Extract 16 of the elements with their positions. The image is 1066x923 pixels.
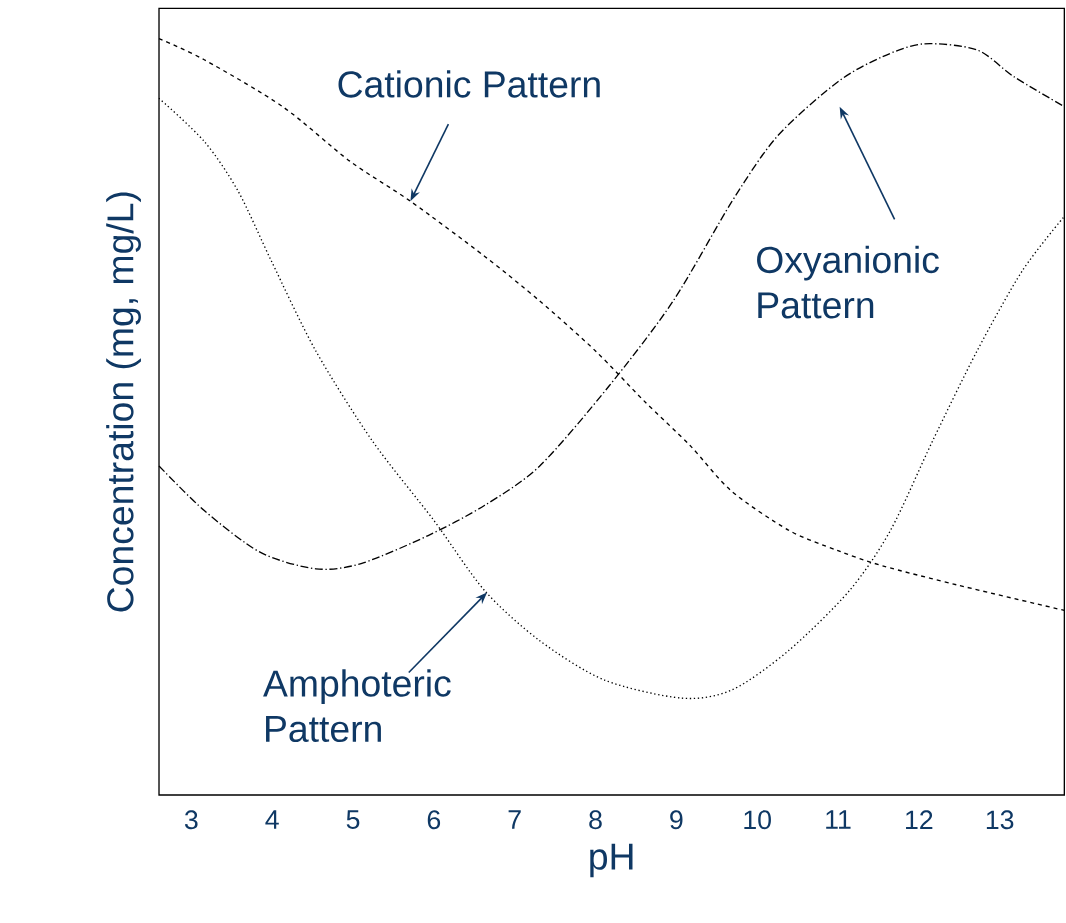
- x-tick-label: 10: [744, 810, 771, 830]
- x-tick-label: 7: [508, 810, 521, 829]
- x-tick-label: 8: [589, 810, 602, 830]
- y-axis-title: Concentration (mg, mg/L): [106, 192, 141, 612]
- x-tick-label: 6: [427, 810, 441, 830]
- annotation: Cationic Pattern: [338, 70, 600, 98]
- x-tick-label: 3: [184, 810, 198, 830]
- x-tick-label: 9: [670, 810, 683, 830]
- x-tick-label: 12: [906, 810, 933, 829]
- x-tick-label: 5: [346, 810, 360, 829]
- x-tick-label: 13: [986, 810, 1014, 830]
- annotation: Oxyanionic Pattern: [757, 245, 939, 319]
- x-axis-title: pH: [590, 843, 633, 878]
- x-tick-label: 11: [826, 810, 851, 829]
- annotation: Amphoteric Pattern: [263, 669, 451, 743]
- x-tick-label: 4: [265, 810, 279, 829]
